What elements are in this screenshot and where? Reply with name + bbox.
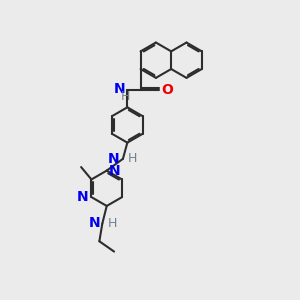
Text: N: N bbox=[108, 152, 119, 166]
Text: N: N bbox=[113, 82, 125, 96]
Text: H: H bbox=[128, 152, 138, 165]
Text: O: O bbox=[161, 82, 173, 97]
Text: H: H bbox=[108, 217, 117, 230]
Text: N: N bbox=[88, 216, 100, 230]
Text: N: N bbox=[109, 164, 121, 178]
Text: N: N bbox=[77, 190, 88, 204]
Text: H: H bbox=[120, 90, 130, 103]
